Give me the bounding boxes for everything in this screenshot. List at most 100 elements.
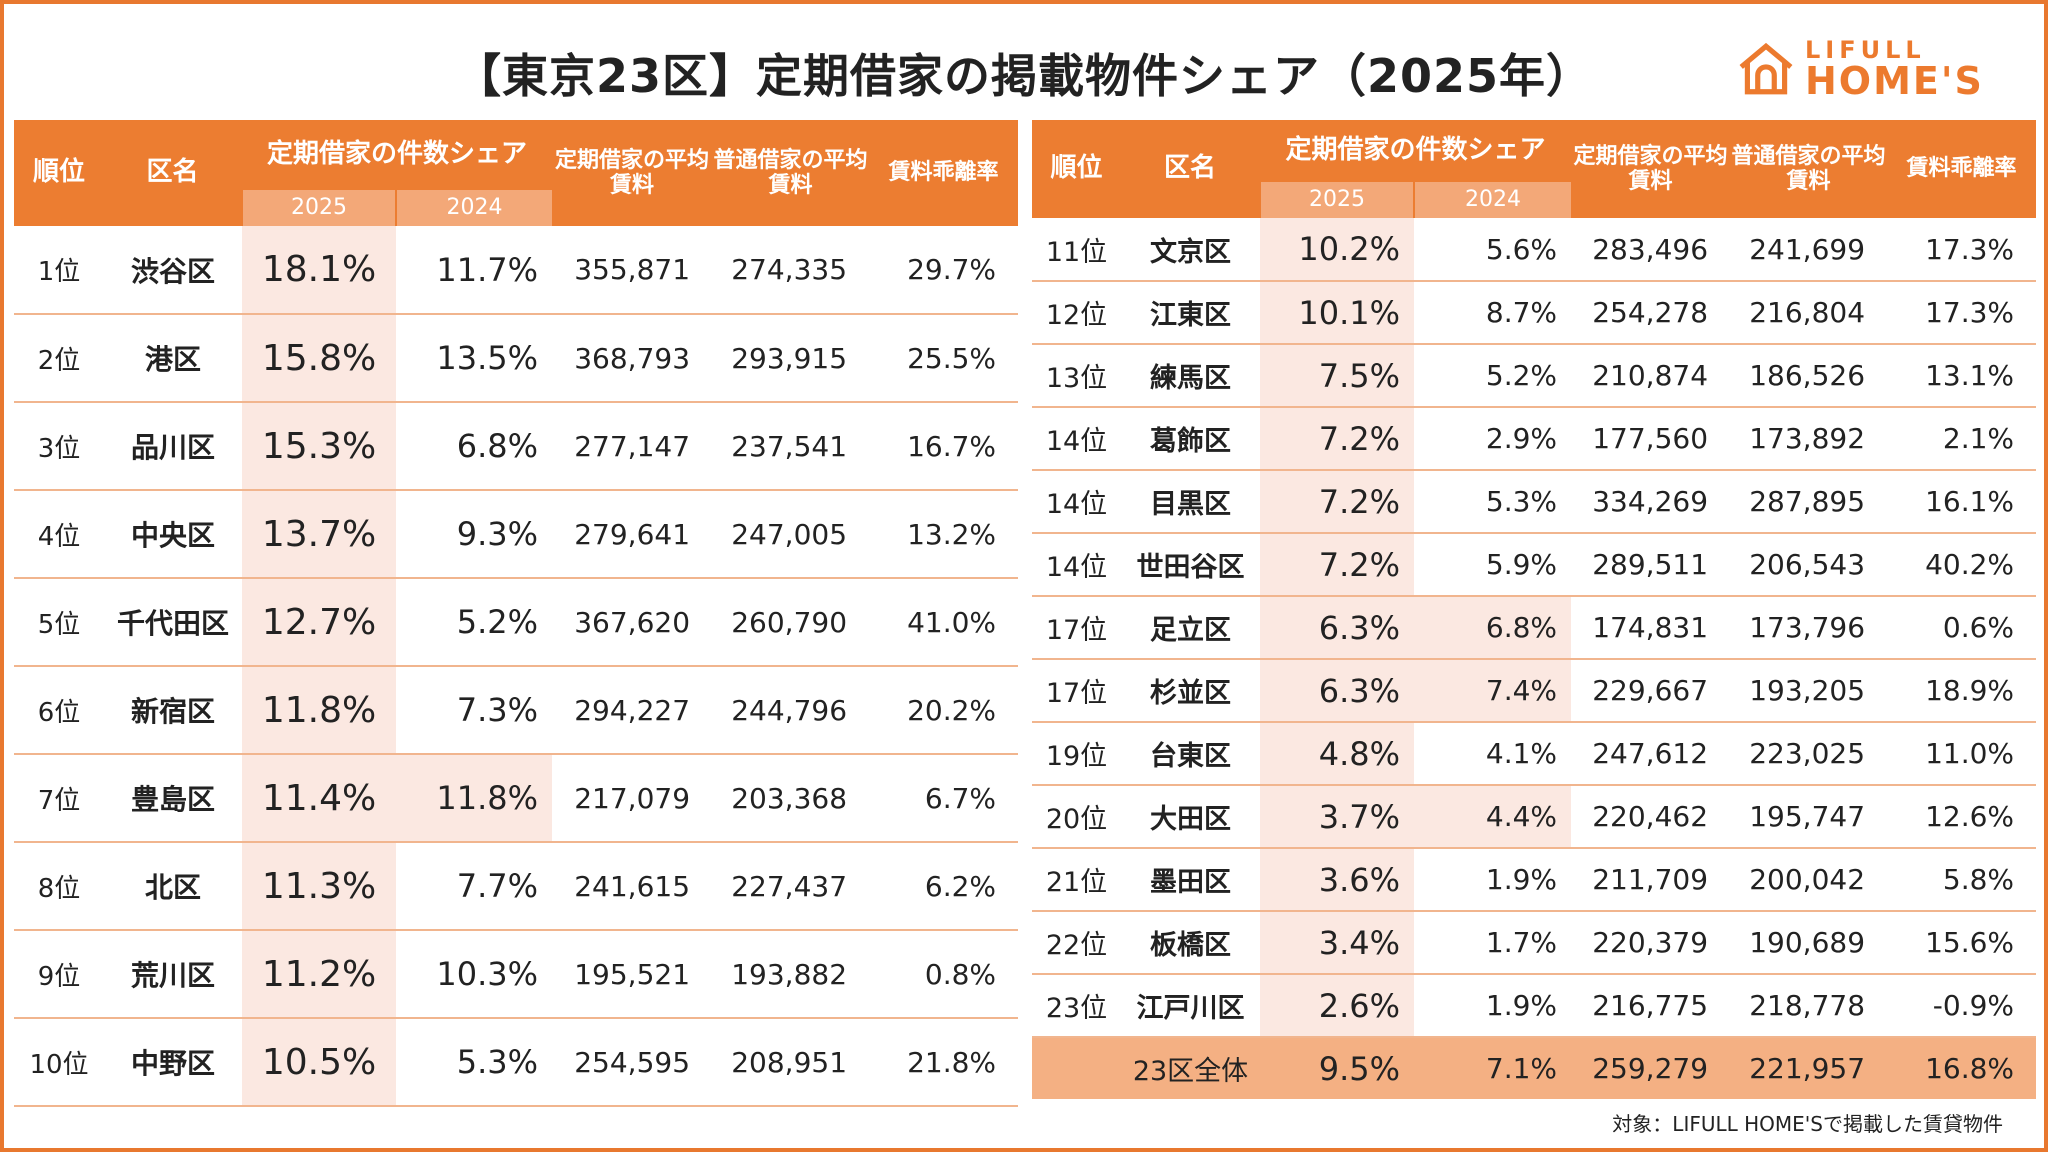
rank: 3位 [14, 402, 104, 491]
gap-rate: 5.8% [1887, 848, 2037, 912]
rank: 2位 [14, 314, 104, 403]
teiki-rent: 217,079 [552, 754, 713, 843]
table-row: 3位 品川区 15.3% 6.8% 277,147 237,541 16.7% [14, 402, 1019, 491]
table-row: 12位 江東区 10.1% 8.7% 254,278 216,804 17.3% [1032, 281, 2037, 345]
futsu-rent: 208,951 [712, 1018, 870, 1107]
gap-rate: 40.2% [1887, 533, 2037, 597]
gap-rate: 6.7% [869, 754, 1019, 843]
logo-line1: LIFULL [1805, 36, 1926, 64]
share-2025: 12.7% [242, 578, 396, 667]
total-name: 23区全体 [1121, 1037, 1260, 1099]
gap-rate: 16.7% [869, 402, 1019, 491]
ranking-table-right: 順位 区名 定期借家の件数シェア 定期借家の平均賃料 普通借家の平均賃料 賃料乖… [1032, 120, 2037, 1099]
table-row: 23位 江戸川区 2.6% 1.9% 216,775 218,778 -0.9% [1032, 974, 2037, 1038]
teiki-rent: 211,709 [1571, 848, 1731, 912]
ward-name: 豊島区 [104, 754, 242, 843]
share-2024: 11.7% [396, 226, 553, 315]
table-row: 21位 墨田区 3.6% 1.9% 211,709 200,042 5.8% [1032, 848, 2037, 912]
table-row: 4位 中央区 13.7% 9.3% 279,641 247,005 13.2% [14, 490, 1019, 579]
lifull-homes-logo: LIFULL HOME'S [1735, 38, 1984, 100]
share-2024: 13.5% [396, 314, 553, 403]
total-share-2025: 9.5% [1260, 1037, 1414, 1099]
ward-name: 千代田区 [104, 578, 242, 667]
share-2025: 2.6% [1260, 974, 1414, 1038]
rank: 5位 [14, 578, 104, 667]
gap-rate: 41.0% [869, 578, 1019, 667]
teiki-rent: 216,775 [1571, 974, 1731, 1038]
header-teiki-rent: 定期借家の平均賃料 [552, 120, 713, 226]
rank: 20位 [1032, 785, 1121, 849]
teiki-rent: 210,874 [1571, 344, 1731, 408]
share-2024: 4.4% [1414, 785, 1572, 849]
teiki-rent: 283,496 [1571, 218, 1731, 282]
table-row: 5位 千代田区 12.7% 5.2% 367,620 260,790 41.0% [14, 578, 1019, 667]
gap-rate: 0.6% [1887, 596, 2037, 660]
share-2025: 11.3% [242, 842, 396, 931]
ward-name: 渋谷区 [104, 226, 242, 315]
table-row: 10位 中野区 10.5% 5.3% 254,595 208,951 21.8% [14, 1018, 1019, 1107]
teiki-rent: 177,560 [1571, 407, 1731, 471]
rank: 17位 [1032, 596, 1121, 660]
rank: 19位 [1032, 722, 1121, 786]
futsu-rent: 244,796 [712, 666, 870, 755]
share-2025: 10.1% [1260, 281, 1414, 345]
share-2025: 6.3% [1260, 659, 1414, 723]
futsu-rent: 293,915 [712, 314, 870, 403]
table-row: 14位 世田谷区 7.2% 5.9% 289,511 206,543 40.2% [1032, 533, 2037, 597]
share-2024: 4.1% [1414, 722, 1572, 786]
ward-name: 世田谷区 [1121, 533, 1260, 597]
header-futsu-rent: 普通借家の平均賃料 [712, 120, 870, 226]
teiki-rent: 229,667 [1571, 659, 1731, 723]
futsu-rent: 190,689 [1730, 911, 1888, 975]
header-teiki-rent: 定期借家の平均賃料 [1571, 120, 1731, 218]
share-2024: 5.3% [1414, 470, 1572, 534]
rank: 11位 [1032, 218, 1121, 282]
teiki-rent: 279,641 [552, 490, 713, 579]
table-row: 1位 渋谷区 18.1% 11.7% 355,871 274,335 29.7% [14, 226, 1019, 315]
futsu-rent: 223,025 [1730, 722, 1888, 786]
ward-name: 江東区 [1121, 281, 1260, 345]
teiki-rent: 241,615 [552, 842, 713, 931]
ward-name: 台東区 [1121, 722, 1260, 786]
share-2025: 11.8% [242, 666, 396, 755]
ward-name: 練馬区 [1121, 344, 1260, 408]
table-row: 22位 板橋区 3.4% 1.7% 220,379 190,689 15.6% [1032, 911, 2037, 975]
share-2024: 7.3% [396, 666, 553, 755]
gap-rate: 15.6% [1887, 911, 2037, 975]
teiki-rent: 367,620 [552, 578, 713, 667]
table-row: 8位 北区 11.3% 7.7% 241,615 227,437 6.2% [14, 842, 1019, 931]
header-futsu-rent: 普通借家の平均賃料 [1730, 120, 1888, 218]
house-icon [1739, 42, 1793, 95]
share-2024: 7.4% [1414, 659, 1572, 723]
share-2024: 7.7% [396, 842, 553, 931]
total-share-2024: 7.1% [1414, 1037, 1572, 1099]
ranking-table-left: 順位 区名 定期借家の件数シェア 定期借家の平均賃料 普通借家の平均賃料 賃料乖… [14, 120, 1019, 1107]
ward-name: 葛飾区 [1121, 407, 1260, 471]
teiki-rent: 277,147 [552, 402, 713, 491]
ward-name: 板橋区 [1121, 911, 1260, 975]
share-2025: 18.1% [242, 226, 396, 315]
teiki-rent: 220,462 [1571, 785, 1731, 849]
futsu-rent: 186,526 [1730, 344, 1888, 408]
share-2024: 2.9% [1414, 407, 1572, 471]
share-2024: 6.8% [1414, 596, 1572, 660]
futsu-rent: 227,437 [712, 842, 870, 931]
gap-rate: 21.8% [869, 1018, 1019, 1107]
gap-rate: 11.0% [1887, 722, 2037, 786]
futsu-rent: 195,747 [1730, 785, 1888, 849]
futsu-rent: 218,778 [1730, 974, 1888, 1038]
ward-name: 目黒区 [1121, 470, 1260, 534]
header-share: 定期借家の件数シェア [242, 120, 553, 190]
teiki-rent: 289,511 [1571, 533, 1731, 597]
total-gap: 16.8% [1887, 1037, 2037, 1099]
futsu-rent: 193,205 [1730, 659, 1888, 723]
rank: 13位 [1032, 344, 1121, 408]
share-2025: 11.2% [242, 930, 396, 1019]
gap-rate: 17.3% [1887, 218, 2037, 282]
ward-name: 大田区 [1121, 785, 1260, 849]
rank: 21位 [1032, 848, 1121, 912]
total-row: 23区全体 9.5% 7.1% 259,279 221,957 16.8% [1032, 1037, 2037, 1099]
share-2025: 4.8% [1260, 722, 1414, 786]
rank: 4位 [14, 490, 104, 579]
